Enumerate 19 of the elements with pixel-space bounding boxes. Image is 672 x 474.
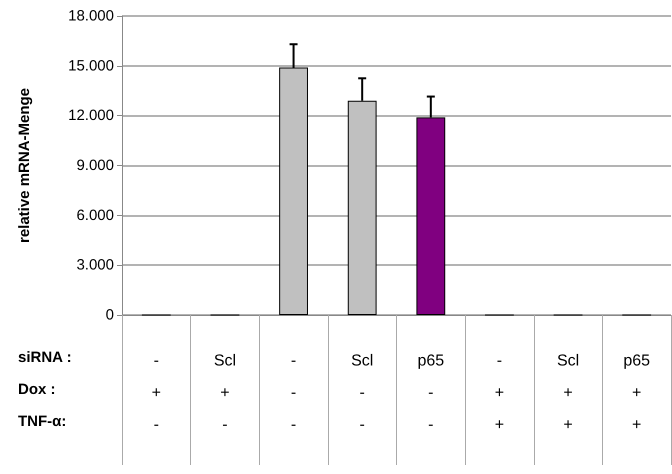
y-tick-label: 3.000 (76, 256, 114, 274)
y-axis-title: relative mRNA-Menge (16, 88, 33, 244)
y-tick-label: 0 (106, 306, 114, 324)
x-tick-label: Scl + + (556, 352, 580, 434)
text: TNF-α: (18, 413, 66, 430)
y-tick-label: 12.000 (68, 107, 114, 124)
y-tick-label: 9.000 (76, 157, 114, 174)
y-tick-label: 15.000 (68, 57, 114, 74)
x-tick-label: Scl + - (214, 352, 236, 434)
x-tick-label: - - - (290, 352, 296, 434)
x-tick-label: p65 + + (623, 352, 650, 434)
y-tick-label: 6.000 (76, 206, 114, 224)
x-tick-label: p65 - - (417, 352, 444, 434)
x-tick-label: Scl - - (351, 352, 374, 434)
text: siRNA : (18, 349, 72, 366)
text: Dox : (18, 381, 56, 398)
x-tick-label: - + - (152, 352, 161, 434)
y-tick-label: 18.000 (68, 8, 114, 24)
x-tick-label: - + + (494, 352, 504, 434)
